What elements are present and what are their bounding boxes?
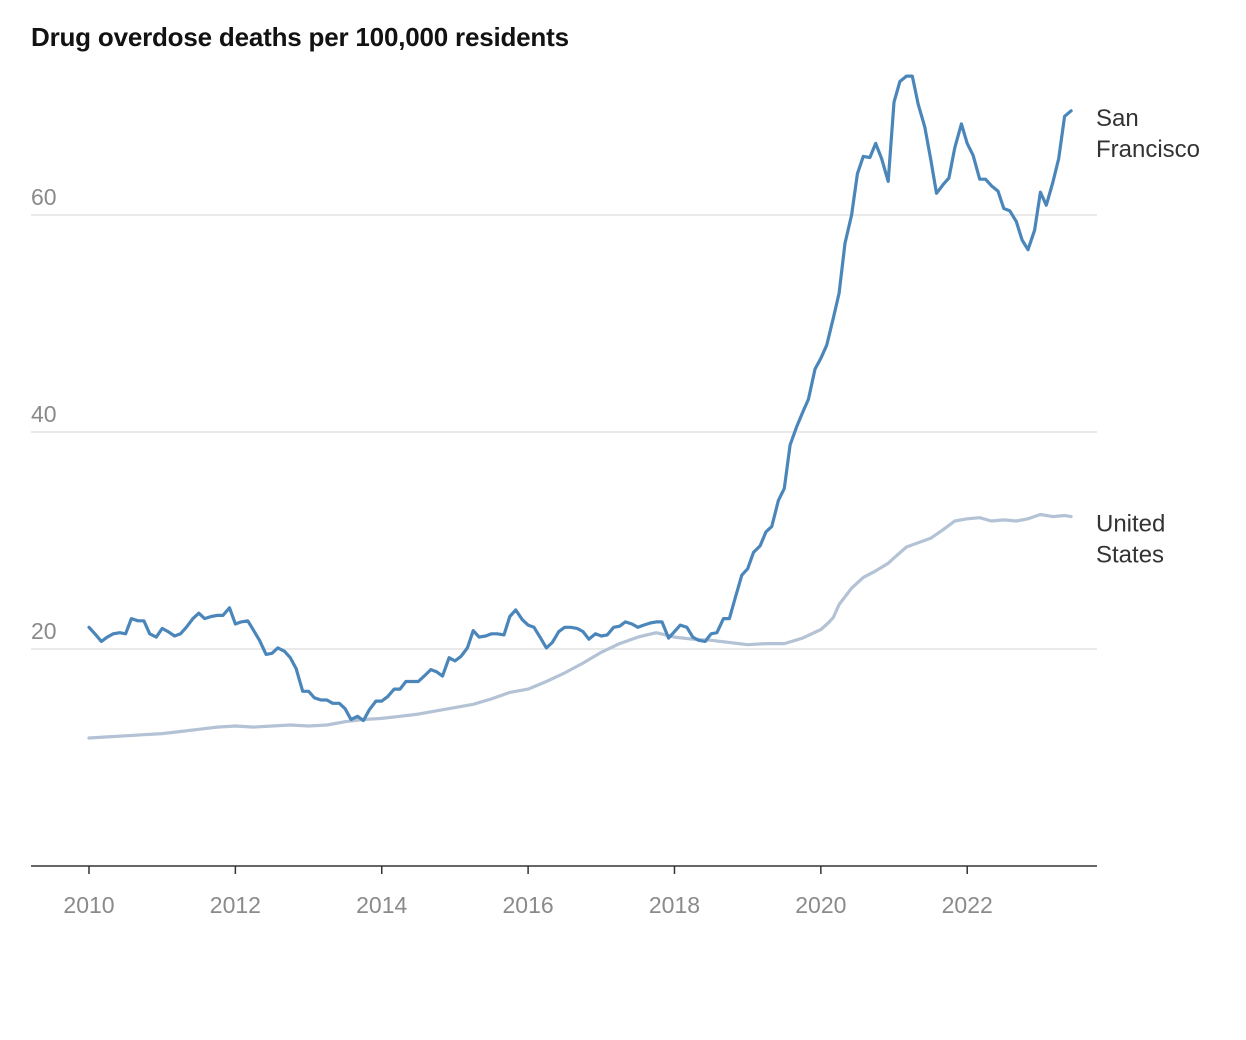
series-label-san-francisco: San Francisco [1096, 105, 1200, 163]
series-line-united-states [87, 512, 1073, 740]
y-tick-label-40: 40 [31, 401, 57, 427]
chart-title: Drug overdose deaths per 100,000 residen… [31, 22, 569, 52]
x-axis-ticks: 2010 2012 2014 2016 2018 2020 2022 [63, 866, 993, 918]
series-labels: San Francisco United States [1096, 105, 1200, 569]
x-tick-label-2014: 2014 [356, 892, 407, 918]
gridlines [31, 214, 1097, 650]
x-tick-label-2010: 2010 [63, 892, 114, 918]
y-tick-label-20: 20 [31, 618, 57, 644]
series-label-united-states: United States [1096, 511, 1165, 569]
series-lines [87, 74, 1073, 740]
x-tick-label-2012: 2012 [210, 892, 261, 918]
series-line-san-francisco [87, 74, 1073, 723]
x-tick-label-2022: 2022 [942, 892, 993, 918]
x-tick-label-2016: 2016 [503, 892, 554, 918]
x-tick-label-2020: 2020 [795, 892, 846, 918]
y-axis-tick-labels: 20 40 60 [31, 184, 57, 644]
y-tick-label-60: 60 [31, 184, 57, 210]
x-tick-label-2018: 2018 [649, 892, 700, 918]
